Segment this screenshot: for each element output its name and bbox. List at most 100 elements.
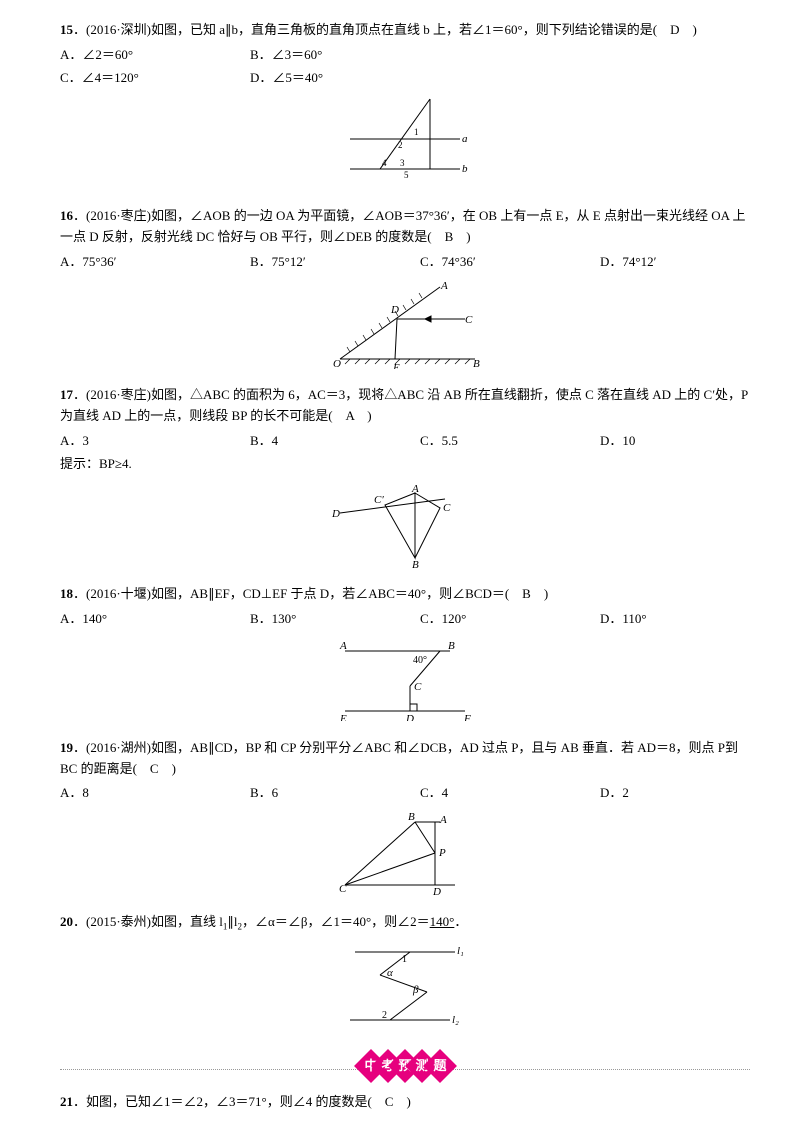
q17-choice-c: C．5.5 [420, 431, 600, 452]
svg-text:b: b [462, 163, 468, 175]
svg-text:B: B [473, 358, 480, 369]
q16-stem: 如图，∠AOB 的一边 OA 为平面镜，∠AOB＝37°36′，在 OB 上有一… [60, 208, 746, 244]
q19-choice-b: B．6 [250, 783, 420, 804]
svg-text:E: E [392, 362, 400, 369]
question-20: 20．(2015·泰州)如图，直线 l1∥l2，∠α＝∠β，∠1＝40°，则∠2… [60, 912, 750, 934]
question-16: 16．(2016·枣庄)如图，∠AOB 的一边 OA 为平面镜，∠AOB＝37°… [60, 206, 750, 248]
svg-text:l₂: l₂ [452, 1014, 459, 1026]
q15-choice-b: B．∠3＝60° [250, 45, 420, 66]
q17-num: 17 [60, 387, 73, 402]
q19-stem: 如图，AB∥CD，BP 和 CP 分别平分∠ABC 和∠DCB，AD 过点 P，… [60, 740, 738, 776]
section-divider: 中 考 预 测 题 [60, 1054, 750, 1084]
svg-text:α: α [387, 967, 393, 979]
question-15: 15．(2016·深圳)如图，已知 a∥b，直角三角板的直角顶点在直线 b 上，… [60, 20, 750, 41]
q18-choice-c: C．120° [420, 609, 600, 630]
q21-num: 21 [60, 1094, 73, 1109]
svg-text:D: D [432, 886, 441, 895]
q18-stem: 如图，AB∥EF，CD⊥EF 于点 D，若∠ABC＝40°，则∠BCD＝( B … [151, 586, 548, 601]
q19-source: (2016·湖州) [86, 740, 151, 755]
svg-text:E: E [339, 713, 347, 721]
svg-text:C: C [443, 502, 451, 514]
q15-figure: a b 1 2 4 3 5 [60, 94, 750, 196]
q15-choices: A．∠2＝60° B．∠3＝60° [60, 45, 750, 66]
q19-choices: A．8 B．6 C．4 D．2 [60, 783, 750, 804]
question-18: 18．(2016·十堰)如图，AB∥EF，CD⊥EF 于点 D，若∠ABC＝40… [60, 584, 750, 605]
svg-text:1: 1 [414, 127, 419, 137]
svg-text:l₁: l₁ [457, 945, 464, 957]
svg-text:C: C [414, 681, 422, 693]
svg-text:4: 4 [382, 158, 387, 168]
svg-text:C: C [339, 883, 347, 895]
q15-choice-a: A．∠2＝60° [60, 45, 250, 66]
q17-choice-d: D．10 [600, 431, 740, 452]
svg-text:O: O [333, 358, 341, 369]
q17-hint: 提示：BP≥4. [60, 454, 750, 475]
q16-choices: A．75°36′ B．75°12′ C．74°36′ D．74°12′ [60, 252, 750, 273]
question-21: 21．如图，已知∠1＝∠2，∠3＝71°，则∠4 的度数是( C ) [60, 1092, 750, 1113]
q18-choice-a: A．140° [60, 609, 250, 630]
q18-choice-b: B．130° [250, 609, 420, 630]
q15-choice-c: C．∠4＝120° [60, 68, 250, 89]
q15-source: (2016·深圳) [86, 22, 151, 37]
q20-source: (2015·泰州) [86, 914, 151, 929]
q16-num: 16 [60, 208, 73, 223]
question-17: 17．(2016·枣庄)如图，△ABC 的面积为 6，AC＝3，现将△ABC 沿… [60, 385, 750, 427]
svg-text:1: 1 [402, 954, 407, 965]
q20-num: 20 [60, 914, 73, 929]
q21-stem: 如图，已知∠1＝∠2，∠3＝71°，则∠4 的度数是( C ) [86, 1094, 411, 1109]
q19-choice-a: A．8 [60, 783, 250, 804]
svg-text:a: a [462, 133, 468, 145]
svg-text:P: P [438, 847, 446, 859]
q15-choice-d: D．∠5＝40° [250, 68, 420, 89]
q18-choice-d: D．110° [600, 609, 740, 630]
q16-choice-d: D．74°12′ [600, 252, 740, 273]
question-19: 19．(2016·湖州)如图，AB∥CD，BP 和 CP 分别平分∠ABC 和∠… [60, 738, 750, 780]
q16-choice-c: C．74°36′ [420, 252, 600, 273]
q19-num: 19 [60, 740, 73, 755]
svg-text:2: 2 [382, 1010, 387, 1021]
q17-stem: 如图，△ABC 的面积为 6，AC＝3，现将△ABC 沿 AB 所在直线翻折，使… [60, 387, 748, 423]
q16-figure: O A B C D E [60, 279, 750, 376]
q15-num: 15 [60, 22, 73, 37]
q18-num: 18 [60, 586, 73, 601]
svg-text:B: B [408, 811, 415, 823]
svg-text:A: A [439, 814, 447, 826]
svg-text:40°: 40° [413, 655, 427, 666]
q18-source: (2016·十堰) [86, 586, 151, 601]
svg-text:B: B [412, 559, 419, 568]
q17-choices: A．3 B．4 C．5.5 D．10 [60, 431, 750, 452]
svg-text:A: A [339, 640, 347, 652]
q20-stem-prefix: 如图，直线 l [151, 914, 223, 929]
svg-text:A: A [411, 483, 419, 495]
svg-text:5: 5 [404, 170, 409, 180]
q18-figure: A B C D E F 40° [60, 636, 750, 728]
svg-text:C: C [465, 314, 473, 326]
svg-text:D: D [390, 304, 399, 316]
svg-text:F: F [463, 713, 471, 721]
q17-source: (2016·枣庄) [86, 387, 151, 402]
q20-figure: l₁ l₂ α β 1 2 [60, 940, 750, 1042]
svg-text:B: B [448, 640, 455, 652]
q16-choice-b: B．75°12′ [250, 252, 420, 273]
svg-text:A: A [440, 280, 448, 292]
q15-choices-2: C．∠4＝120° D．∠5＝40° [60, 68, 750, 89]
svg-text:C′: C′ [374, 494, 384, 506]
q20-stem-mid1: ∥l [227, 914, 237, 929]
q17-figure: A B C C′ D [60, 483, 750, 575]
svg-text:2: 2 [398, 140, 403, 150]
q17-choice-a: A．3 [60, 431, 250, 452]
q20-stem-suffix: ． [454, 914, 467, 929]
q20-answer: 140° [430, 914, 455, 929]
svg-text:D: D [331, 508, 340, 520]
q18-choices: A．140° B．130° C．120° D．110° [60, 609, 750, 630]
q17-choice-b: B．4 [250, 431, 420, 452]
q16-source: (2016·枣庄) [86, 208, 151, 223]
svg-text:β: β [412, 984, 419, 996]
q19-choice-d: D．2 [600, 783, 740, 804]
q19-figure: A B C D P [60, 810, 750, 902]
q15-stem: 如图，已知 a∥b，直角三角板的直角顶点在直线 b 上，若∠1＝60°，则下列结… [151, 22, 697, 37]
q16-choice-a: A．75°36′ [60, 252, 250, 273]
q19-choice-c: C．4 [420, 783, 600, 804]
svg-text:D: D [405, 713, 414, 721]
svg-text:3: 3 [400, 158, 405, 168]
